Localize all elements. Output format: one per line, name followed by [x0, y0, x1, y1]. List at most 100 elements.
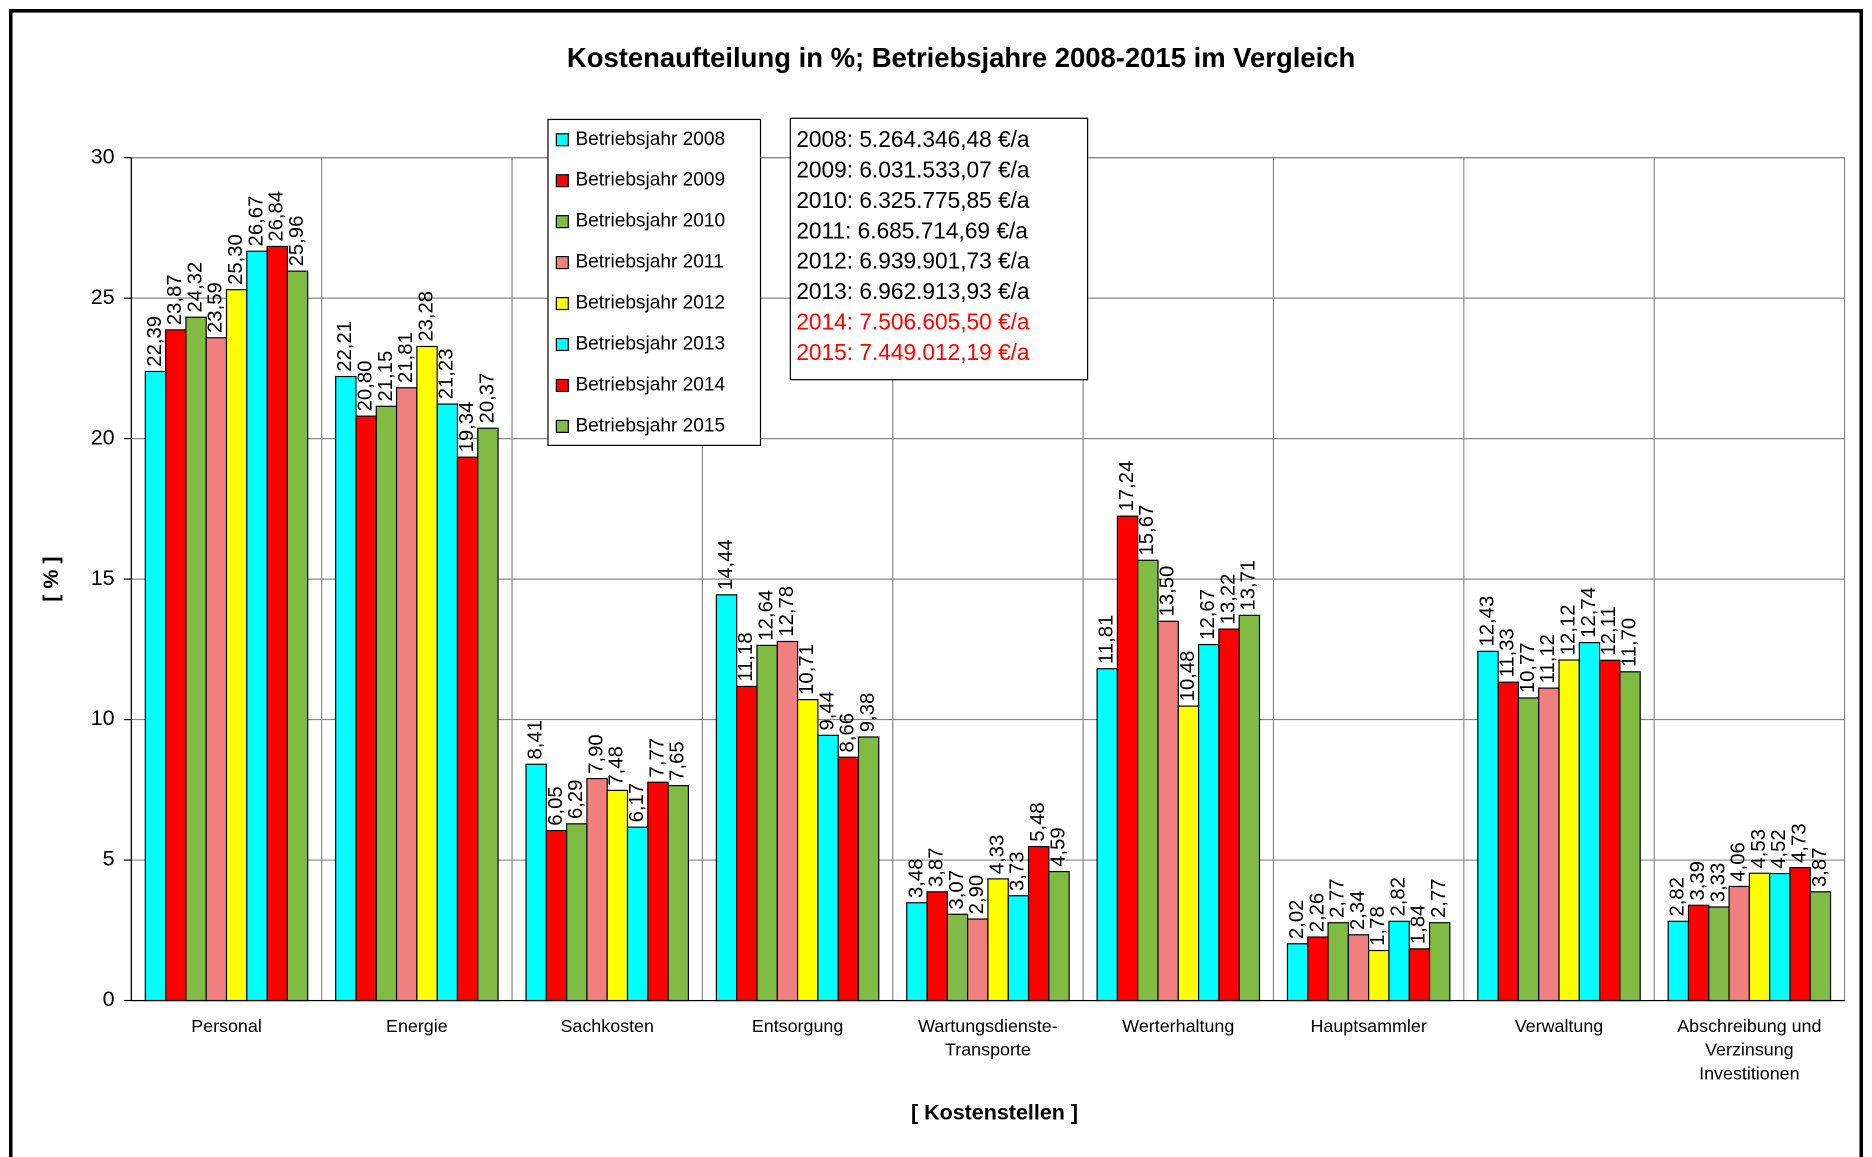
data-label: 25,96: [286, 216, 308, 267]
data-label: 21,15: [375, 351, 397, 402]
data-label: 23,87: [164, 274, 186, 325]
bar: [456, 456, 479, 1002]
annotation: 2015: 7.449.012,19 €/a: [796, 339, 1030, 365]
x-tick-label: Wartungsdienste-Transporte: [918, 1016, 1058, 1060]
data-label: 11,18: [735, 632, 757, 681]
data-label: 21,23: [436, 349, 458, 400]
legend-swatch: [555, 133, 569, 147]
x-tick-label: Entsorgung: [752, 1016, 844, 1036]
bar: [566, 823, 588, 1002]
data-label: 23,28: [415, 291, 437, 342]
x-tick-label: Verwaltung: [1515, 1016, 1604, 1036]
data-label: 25,30: [225, 234, 247, 285]
data-label: 12,67: [1197, 589, 1219, 640]
data-label: 3,39: [1687, 861, 1709, 900]
data-label: 2,82: [1667, 877, 1689, 916]
y-tick-label: 5: [103, 847, 115, 871]
data-label: 14,44: [715, 539, 737, 590]
bar: [525, 763, 547, 1002]
bar: [715, 594, 738, 1002]
data-label: 4,59: [1047, 827, 1069, 866]
bar: [266, 245, 288, 1002]
bar: [1789, 867, 1811, 1002]
chart-title: Kostenaufteilung in %; Betriebsjahre 200…: [567, 42, 1355, 73]
data-label: 4,73: [1788, 823, 1810, 862]
bar: [1368, 949, 1390, 1002]
data-label: 21,81: [395, 332, 417, 383]
bar: [1027, 845, 1050, 1002]
bar: [477, 427, 499, 1002]
bar: [1096, 668, 1119, 1002]
legend-label: Betriebsjahr 2009: [575, 170, 725, 191]
bar: [1327, 922, 1349, 1002]
legend-swatch: [555, 378, 569, 393]
data-label: 2,82: [1387, 877, 1409, 916]
bar: [1408, 948, 1431, 1002]
bar: [1286, 943, 1309, 1002]
legend-swatch: [555, 215, 569, 229]
data-label: 7,65: [667, 741, 689, 780]
data-label: 22,21: [334, 321, 356, 372]
bar: [436, 403, 459, 1002]
bar: [1197, 643, 1220, 1002]
bar: [946, 913, 969, 1002]
x-tick-label: Abschreibung und Verzinsung Investitionen: [1677, 1016, 1821, 1084]
data-label: 11,33: [1497, 628, 1519, 677]
data-label: 11,81: [1096, 615, 1118, 664]
bar: [926, 891, 948, 1002]
bar: [1007, 895, 1030, 1002]
bar: [1748, 872, 1771, 1002]
y-axis-label: [ % ]: [39, 556, 63, 601]
legend-swatch: [555, 296, 569, 311]
bar: [1708, 906, 1730, 1002]
bar: [1558, 659, 1580, 1002]
data-label: 15,67: [1136, 505, 1158, 556]
data-label: 17,24: [1116, 461, 1138, 512]
bar: [1388, 920, 1410, 1002]
annotation: 2012: 6.939.901,73 €/a: [796, 248, 1030, 274]
bar: [1157, 620, 1179, 1002]
bar: [776, 640, 799, 1002]
bar: [967, 918, 989, 1002]
data-label: 7,77: [646, 738, 668, 777]
bar: [1497, 681, 1520, 1002]
annotation-box: [789, 117, 1089, 381]
bar: [545, 829, 568, 1002]
chart-border: [8, 9, 1864, 1157]
bar: [586, 777, 608, 1002]
bar: [335, 375, 357, 1002]
bar: [395, 387, 418, 1002]
bar: [817, 734, 839, 1002]
legend-label: Betriebsjahr 2014: [575, 374, 725, 395]
data-label: 4,53: [1748, 829, 1770, 868]
y-tick-label: 15: [91, 566, 115, 590]
bar: [144, 370, 167, 1002]
data-label: 9,44: [816, 691, 838, 730]
x-tick-label: Personal: [191, 1016, 262, 1036]
bar: [1238, 614, 1261, 1002]
legend-label: Betriebsjahr 2012: [575, 293, 725, 314]
annotation: 2010: 6.325.775,85 €/a: [796, 187, 1030, 213]
bar: [286, 270, 309, 1002]
bar: [1177, 705, 1200, 1002]
legend-label: Betriebsjahr 2015: [575, 415, 725, 436]
legend-swatch: [555, 419, 569, 433]
bar: [205, 337, 228, 1002]
bar: [667, 785, 689, 1002]
bar: [185, 316, 207, 1002]
data-label: 3,73: [1007, 851, 1029, 890]
bar: [375, 405, 398, 1002]
bar: [1769, 872, 1791, 1002]
y-tick-label: 10: [91, 706, 115, 730]
data-label: 13,22: [1217, 574, 1239, 625]
bar: [1048, 870, 1070, 1002]
bar: [606, 789, 629, 1002]
data-label: 26,67: [245, 196, 267, 247]
data-label: 8,41: [525, 720, 547, 759]
legend-label: Betriebsjahr 2008: [575, 129, 725, 150]
data-label: 2,26: [1306, 893, 1328, 932]
data-label: 12,74: [1578, 587, 1600, 638]
bar: [647, 781, 669, 1002]
